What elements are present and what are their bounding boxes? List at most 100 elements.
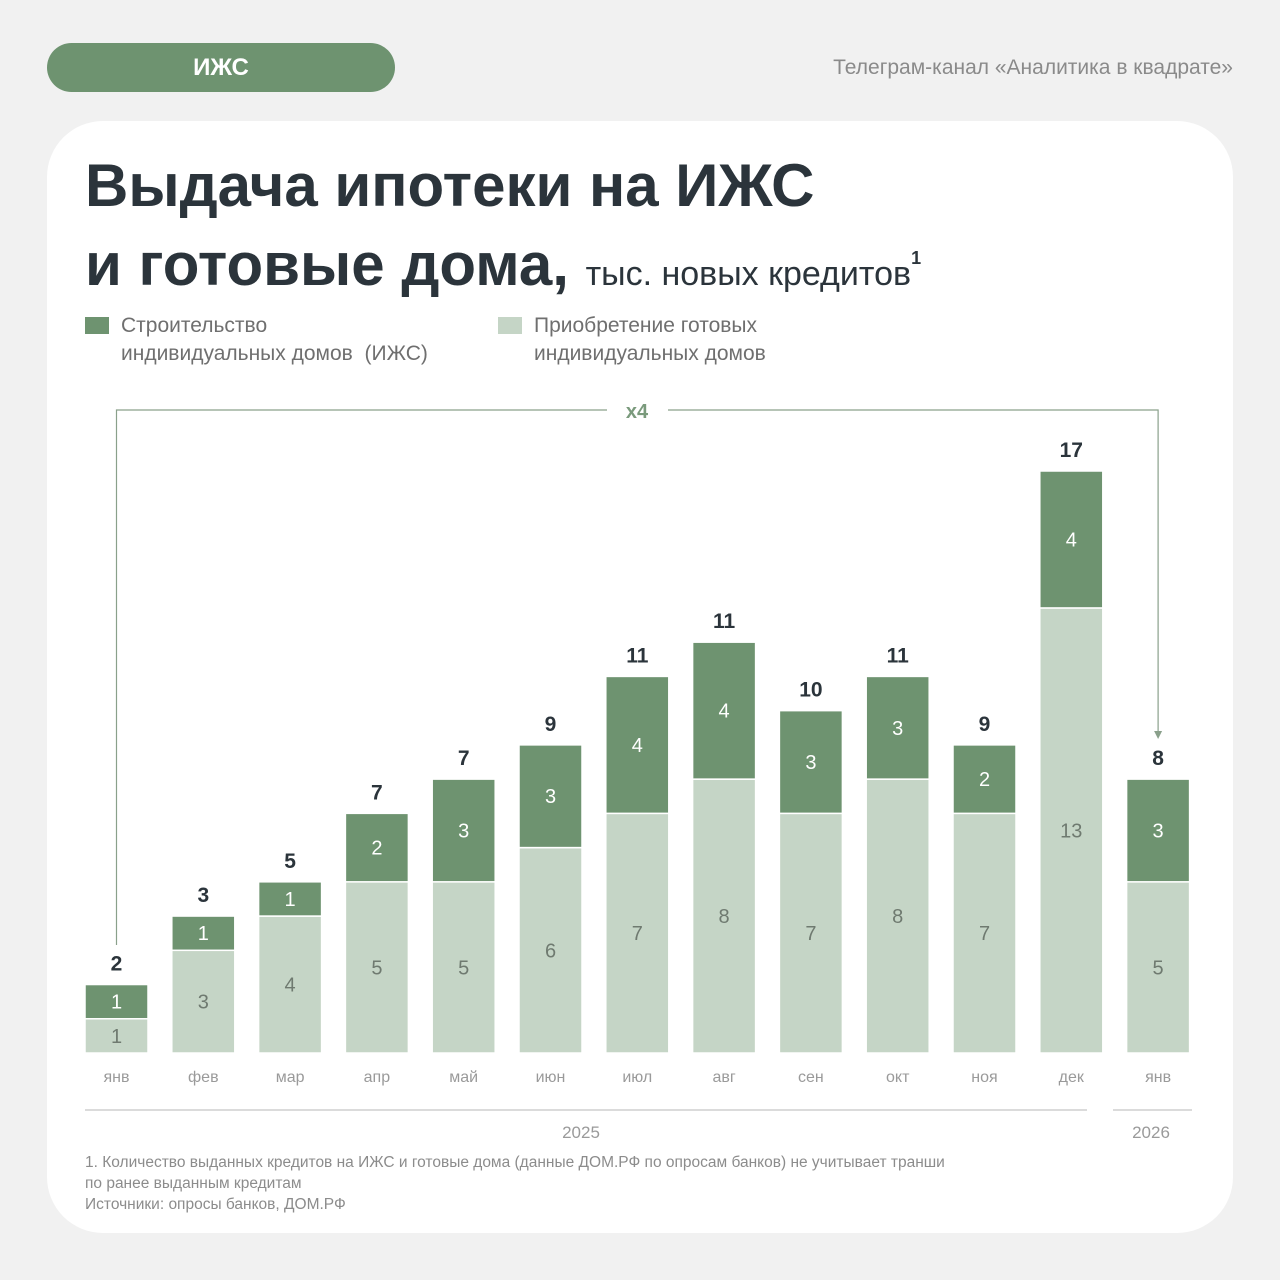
legend-ready: Приобретение готовых индивидуальных домо… — [498, 312, 766, 368]
segment-label: 13 — [1060, 820, 1082, 842]
bar-segment-ready — [257, 915, 323, 1054]
segment-label: 1 — [285, 889, 296, 911]
x-tick-label: дек — [1059, 1069, 1085, 1086]
bar-segment-construction — [691, 641, 757, 780]
total-label: 8 — [1152, 747, 1164, 770]
segment-label: 7 — [632, 923, 643, 945]
sources: Источники: опросы банков, ДОМ.РФ — [85, 1196, 346, 1213]
segment-label: 1 — [111, 1026, 122, 1048]
x-tick-label: авг — [712, 1069, 735, 1086]
segment-label: 3 — [892, 718, 903, 740]
bar-segment-construction — [865, 675, 930, 780]
x-tick-label: апр — [364, 1069, 391, 1086]
bar-segment-construction — [171, 915, 236, 952]
growth-annotation: x4 — [626, 401, 649, 423]
total-label: 9 — [545, 713, 557, 736]
total-label: 2 — [111, 953, 123, 976]
x-tick-label: май — [449, 1069, 478, 1086]
chart-title: Выдача ипотеки на ИЖС и готовые дома, ты… — [85, 150, 921, 310]
total-label: 3 — [197, 884, 209, 907]
total-label: 9 — [979, 713, 991, 736]
x-tick-label: мар — [276, 1069, 305, 1086]
bar-segment-construction — [84, 983, 149, 1020]
bar-segment-construction — [1039, 470, 1104, 609]
x-tick-label: сен — [798, 1069, 824, 1086]
year-label: 2025 — [562, 1123, 600, 1142]
bar-segment-construction — [344, 812, 410, 883]
segment-label: 3 — [458, 820, 469, 842]
bar-segment-ready — [84, 1018, 149, 1054]
segment-label: 5 — [1153, 957, 1164, 979]
legend-swatch-ready — [498, 317, 522, 334]
legend-construction: Строительство индивидуальных домов (ИЖС) — [85, 312, 428, 368]
bar-segment-ready — [344, 881, 410, 1054]
legend-label: индивидуальных домов (ИЖС) — [121, 342, 428, 365]
bar-segment-ready — [865, 778, 930, 1054]
segment-label: 1 — [198, 923, 209, 945]
segment-label: 7 — [979, 923, 990, 945]
total-label: 11 — [887, 644, 910, 667]
bar-segment-ready — [952, 812, 1017, 1054]
year-label: 2026 — [1132, 1123, 1170, 1142]
bar-segment-construction — [1125, 778, 1191, 883]
bar-segment-ready — [778, 812, 844, 1054]
segment-label: 4 — [719, 701, 730, 723]
bar-segment-ready — [518, 846, 583, 1054]
segment-label: 4 — [285, 975, 296, 997]
total-label: 10 — [799, 679, 822, 702]
total-label: 5 — [284, 850, 296, 873]
legend-label: индивидуальных домов — [534, 342, 766, 365]
bar-segment-ready — [431, 881, 496, 1054]
segment-label: 5 — [371, 957, 382, 979]
segment-label: 1 — [111, 992, 122, 1014]
segment-label: 2 — [979, 769, 990, 791]
segment-label: 3 — [545, 786, 556, 808]
x-tick-label: янв — [1145, 1069, 1171, 1086]
segment-label: 3 — [198, 992, 209, 1014]
legend-label: Приобретение готовых — [534, 314, 758, 337]
segment-label: 4 — [632, 735, 643, 757]
footnote: 1. Количество выданных кредитов на ИЖС и… — [85, 1152, 945, 1215]
segment-label: 6 — [545, 940, 556, 962]
x-tick-label: июн — [536, 1069, 566, 1086]
total-label: 11 — [713, 610, 736, 633]
footnote-line: по ранее выданным кредитам — [85, 1175, 302, 1192]
segment-label: 8 — [719, 906, 730, 928]
comparison-bracket-left — [115, 409, 607, 945]
arrow-head-icon — [1154, 731, 1163, 739]
title-line-2: и готовые дома, — [85, 231, 569, 298]
bar-segment-construction — [431, 778, 496, 883]
bar-segment-construction — [257, 881, 323, 917]
segment-label: 3 — [805, 752, 816, 774]
segment-label: 5 — [458, 957, 469, 979]
segment-label: 8 — [892, 906, 903, 928]
bar-segment-ready — [691, 778, 757, 1054]
segment-label: 7 — [805, 923, 816, 945]
segment-label: 2 — [371, 838, 382, 860]
x-tick-label: фев — [188, 1069, 219, 1086]
total-label: 7 — [371, 781, 383, 804]
bar-segment-ready — [1125, 881, 1191, 1054]
segment-label: 4 — [1066, 529, 1077, 551]
bar-segment-construction — [952, 744, 1017, 815]
x-tick-label: янв — [104, 1069, 130, 1086]
topic-tag: ИЖС — [47, 43, 395, 92]
comparison-bracket-right — [668, 409, 1159, 733]
legend-swatch-construction — [85, 317, 109, 334]
channel-name: Телеграм-канал «Аналитика в квадрате» — [833, 56, 1233, 79]
bar-segment-construction — [518, 744, 583, 849]
unit-footnote-mark: 1 — [911, 248, 922, 268]
bar-segment-construction — [778, 709, 844, 815]
segment-label: 3 — [1153, 820, 1164, 842]
footnote-line: 1. Количество выданных кредитов на ИЖС и… — [85, 1154, 945, 1171]
total-label: 11 — [626, 644, 649, 667]
total-label: 7 — [458, 747, 470, 770]
unit-label: тыс. новых кредитов — [585, 255, 912, 293]
total-label: 17 — [1060, 439, 1083, 462]
title-line-1: Выдача ипотеки на ИЖС — [85, 152, 815, 219]
x-tick-label: окт — [886, 1069, 910, 1086]
bar-segment-ready — [605, 812, 670, 1054]
x-tick-label: июл — [622, 1069, 652, 1086]
x-tick-label: ноя — [971, 1069, 997, 1086]
